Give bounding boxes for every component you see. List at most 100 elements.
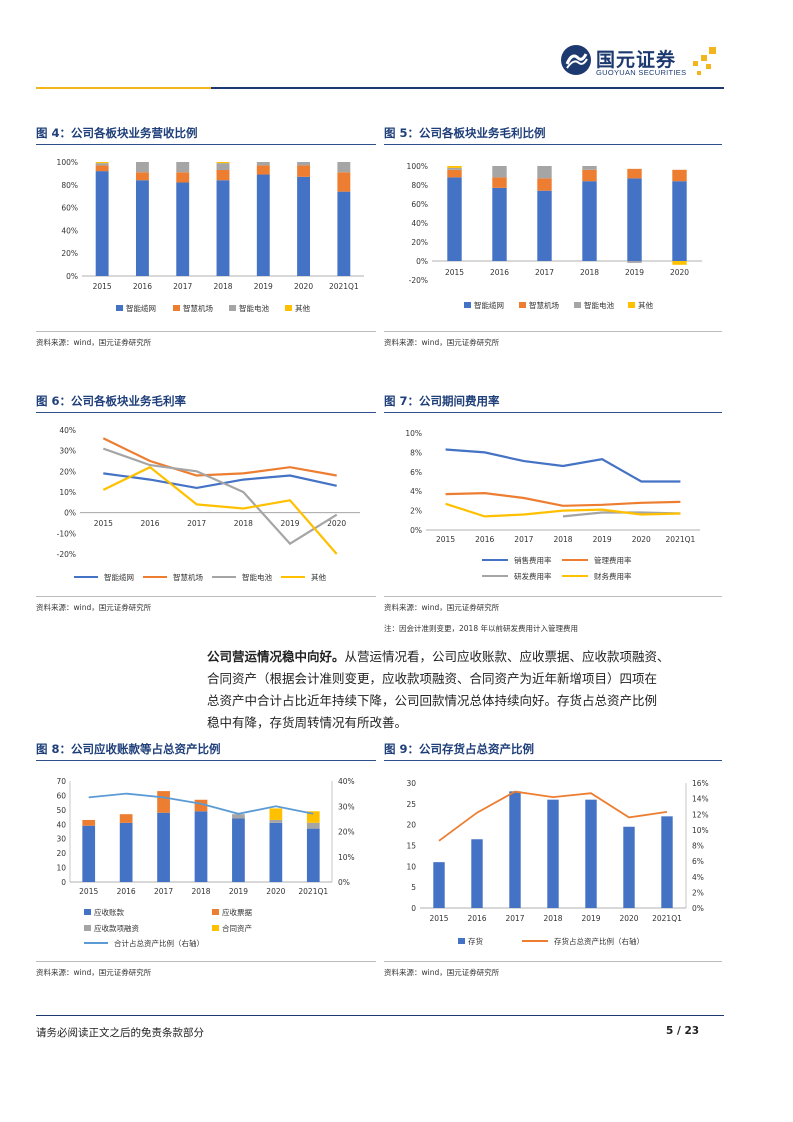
fig8-bar-1 [232,818,245,882]
fig9-y2-tick-label: 10% [692,826,709,835]
fig7-y-tick-label: 4% [410,487,422,496]
fig5-y-tick-label: 100% [407,162,428,171]
fig5-legend-label: 智能缆网 [474,300,504,310]
fig5-legend-swatch [464,302,471,308]
fig8-source: 资料来源：wind，国元证券研究所 [36,968,152,977]
fig7-x-tick-label: 2019 [593,535,612,544]
fig8-y-tick-label: 40 [56,820,66,829]
fig6-source-rule [36,596,376,597]
fig8-legend-swatch [84,925,91,931]
fig9-y-tick-label: 5 [411,883,416,892]
fig5-source-rule [384,331,722,332]
fig8-bar-4 [269,808,283,820]
paragraph-line1: 从营运情况看，公司应收账款、应收票据、应收款项融资、 [344,649,670,664]
footer-rule [36,1015,724,1016]
fig4-legend-label: 其他 [295,303,310,313]
fig6-y-tick-label: 0% [64,509,76,518]
logo-squares-icon [693,47,716,75]
fig9-y-tick-label: 15 [406,842,416,851]
fig8-legend-swatch [84,909,91,915]
fig4-bar-2 [216,169,230,181]
fig4-y-tick-label: 80% [61,181,78,190]
fig8-y-tick-label: 70 [56,777,66,786]
fig4-bar-1 [95,171,109,276]
body-paragraph: 公司营运情况稳中向好。从营运情况看，公司应收账款、应收票据、应收款项融资、 合同… [207,646,727,734]
fig5-legend-label: 智能电池 [584,300,614,310]
fig5-bar-1 [672,181,687,261]
fig5-legend-swatch [519,302,526,308]
fig4-title-rule [36,144,376,145]
fig4-x-tick-label: 2021Q1 [329,282,359,291]
fig8-right-axis-line [88,792,314,815]
fig8-bar-4 [306,811,320,823]
fig7-x-tick-label: 2016 [475,535,494,544]
fig8-y-tick-label: 0 [61,878,66,887]
fig4-y-tick-label: 40% [61,226,78,235]
fig6-x-tick-label: 2018 [234,519,253,528]
fig9-legend-label: 存货 [468,936,483,946]
fig9-bar-1 [433,862,445,908]
fig6-title: 图 6：公司各板块业务毛利率 [36,394,187,408]
fig4-bar-3 [176,162,190,173]
fig4-bar-1 [297,176,311,276]
fig4-legend-swatch [116,305,123,311]
fig8-legend-label: 应收票据 [222,907,252,917]
fig8-title: 图 8：公司应收账款等占总资产比例 [36,742,221,756]
fig5-bar-2 [537,178,552,191]
fig5-title: 图 5：公司各板块业务毛利比例 [384,126,546,140]
fig5-y-tick-label: 80% [411,181,428,190]
fig4-bar-3 [95,163,109,166]
fig9-y2-tick-label: 8% [692,842,704,851]
fig8-bar-1 [157,812,170,882]
fig4-x-tick-label: 2015 [93,282,112,291]
fig9-y2-tick-label: 14% [692,795,709,804]
paragraph-line2: 合同资产（根据会计准则变更，应收款项融资、合同资产为近年新增项目）四项在 [207,671,658,686]
fig7-legend-label: 销售费用率 [514,555,552,565]
fig4-bar-2 [135,172,149,181]
fig8-x-tick-label: 2016 [117,887,136,896]
fig4-x-tick-label: 2018 [213,282,232,291]
fig4-chart: 0% 20% 40% 60% 80% 100% 2015 2016 2017 2018 2019 20… [57,158,364,313]
fig4-bar-3 [135,162,149,173]
fig4-bar-3 [256,162,270,166]
fig8-x-tick-label: 2017 [154,887,173,896]
fig7-line-series-2 [445,491,681,507]
fig6-legend-label: 其他 [311,572,326,582]
fig4-bar-1 [216,180,230,276]
fig6-x-tick-label: 2019 [280,519,299,528]
fig4-x-tick-label: 2020 [294,282,313,291]
fig5-legend-label: 其他 [638,300,653,310]
fig7-y-tick-label: 10% [405,429,422,438]
fig8-y-tick-label: 10 [56,864,66,873]
header-rule-blue [211,87,724,89]
fig6-title-rule [36,412,376,413]
fig9-x-tick-label: 2018 [543,914,562,923]
fig8-bar-2 [157,791,170,813]
fig6-line-series-3 [102,447,338,546]
fig5-x-tick-label: 2019 [625,268,644,277]
fig9-y2-tick-label: 4% [692,873,704,882]
fig5-bar-2 [582,169,597,182]
fig7-source: 资料来源：wind，国元证券研究所 [384,603,500,612]
fig9-bar-1 [471,839,483,908]
fig9-x-tick-label: 2016 [467,914,486,923]
fig9-bar-1 [547,799,559,908]
fig4-source-rule [36,331,376,332]
fig7-x-tick-label: 2020 [632,535,651,544]
logo-cn-text: 国元证券 [596,49,677,71]
fig5-x-tick-label: 2016 [490,268,509,277]
fig7-title: 图 7：公司期间费用率 [384,394,500,408]
fig4-x-tick-label: 2019 [254,282,273,291]
fig9-chart: 0 5 10 15 20 25 30 0% 2% 4% 6% 8% 10% 12% 14% 16% 2015 20… [406,779,709,946]
fig5-bar-1 [447,177,462,261]
fig9-x-tick-label: 2019 [581,914,600,923]
fig9-y-tick-label: 25 [406,800,416,809]
fig5-y-tick-label: 20% [411,238,428,247]
fig7-y-tick-label: 8% [410,448,422,457]
fig6-legend-label: 智能缆网 [104,572,134,582]
fig9-title-rule [384,760,722,761]
fig8-y2-tick-label: 40% [338,777,355,786]
fig5-y-tick-label: 0% [416,257,428,266]
fig4-bar-1 [256,174,270,276]
fig6-chart: -20% -10% 0% 10% 20% 30% 40% 2015 2016 2017 2018 20… [57,426,360,582]
